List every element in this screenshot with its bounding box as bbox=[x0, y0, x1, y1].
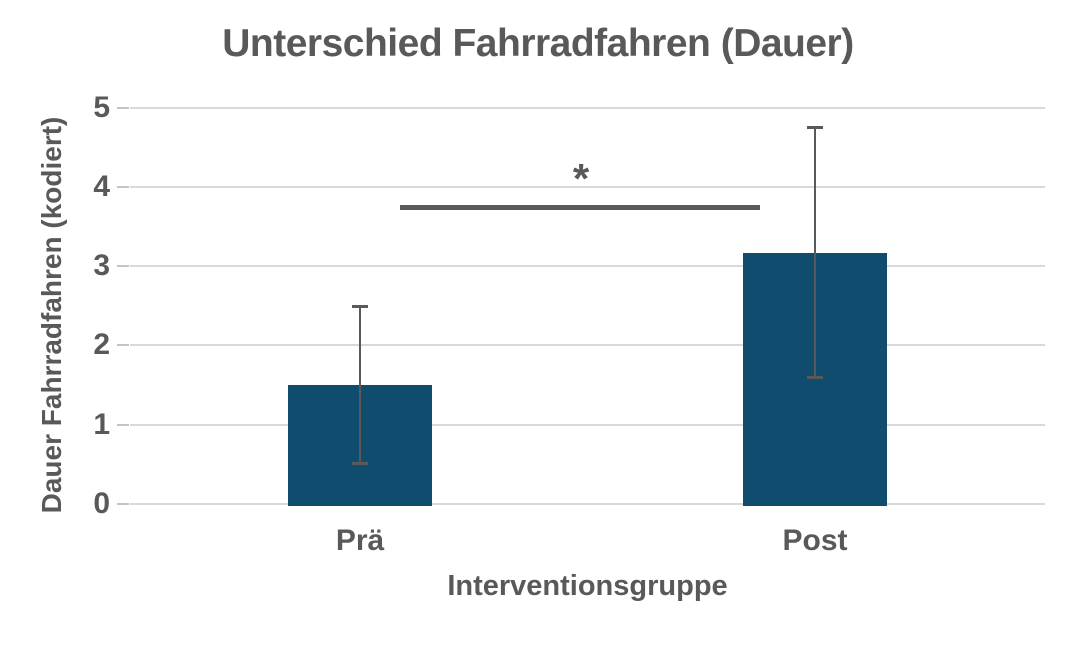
x-tick-label: Post bbox=[782, 524, 848, 557]
chart-title: Unterschied Fahrradfahren (Dauer) bbox=[222, 22, 854, 65]
error-bar-cap-bottom bbox=[807, 375, 823, 379]
y-tick-label: 3 bbox=[93, 249, 110, 283]
gridline bbox=[130, 265, 1045, 268]
y-tick-label: 0 bbox=[93, 487, 110, 520]
y-axis-tick bbox=[117, 503, 129, 505]
y-tick-label: 2 bbox=[93, 328, 110, 362]
x-axis-label: Interventionsgruppe bbox=[447, 570, 728, 602]
gridline bbox=[130, 344, 1045, 347]
y-tick-label: 1 bbox=[93, 407, 110, 441]
y-axis-tick bbox=[117, 106, 129, 109]
y-axis-tick bbox=[117, 185, 129, 188]
significance-line bbox=[400, 205, 760, 210]
significance-asterisk: * bbox=[572, 155, 590, 202]
y-tick-label: 4 bbox=[93, 169, 110, 203]
y-axis-tick bbox=[117, 344, 129, 347]
error-bar-cap-top bbox=[352, 304, 368, 308]
error-bar-stem bbox=[814, 126, 816, 378]
error-bar-cap-top bbox=[807, 125, 823, 129]
error-bar-cap-bottom bbox=[352, 462, 368, 466]
gridline bbox=[130, 423, 1045, 426]
gridline bbox=[130, 503, 1045, 505]
y-tick-label: 5 bbox=[93, 90, 110, 124]
error-bar-stem bbox=[359, 305, 361, 465]
gridline bbox=[130, 185, 1045, 188]
y-axis-tick bbox=[117, 265, 129, 268]
y-axis-tick bbox=[117, 423, 129, 426]
x-tick-label: Prä bbox=[335, 524, 385, 557]
gridline bbox=[130, 106, 1045, 109]
